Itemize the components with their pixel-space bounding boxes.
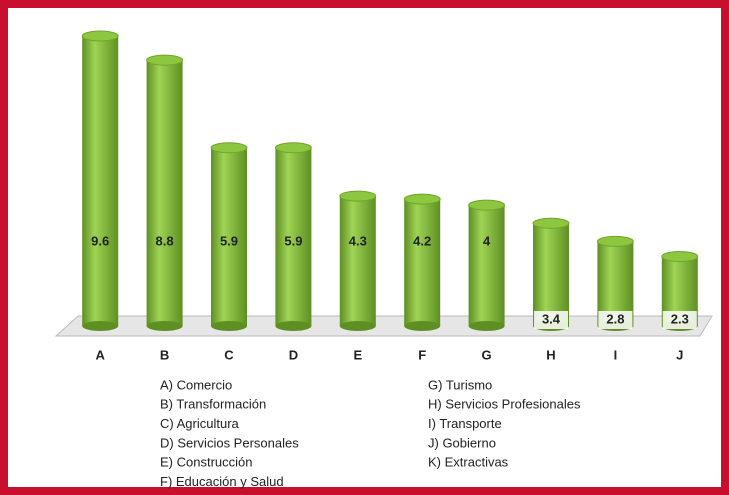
value-label: 4.3 <box>349 233 367 248</box>
bar <box>404 199 441 326</box>
bar <box>275 147 312 326</box>
bar <box>82 36 119 326</box>
x-tick-label: I <box>614 347 618 362</box>
bar-top <box>81 30 119 42</box>
bar-top <box>661 251 699 263</box>
value-label-bg <box>598 311 633 329</box>
bar <box>533 223 569 326</box>
bar-top <box>596 235 634 247</box>
x-tick-label: D <box>289 347 298 362</box>
x-tick-label: G <box>482 347 492 362</box>
x-tick-label: B <box>160 347 169 362</box>
value-label: 2.8 <box>606 311 624 326</box>
value-label-bg <box>662 311 697 329</box>
bar-base <box>146 321 183 331</box>
legend-text: J) Gobierno <box>428 435 496 450</box>
value-label: 5.9 <box>284 233 302 248</box>
bar <box>468 205 505 326</box>
x-tick-label: A <box>96 347 106 362</box>
legend-text: B) Transformación <box>160 397 266 412</box>
bar-top <box>532 217 570 229</box>
bar-base <box>82 321 119 331</box>
value-label: 9.6 <box>91 233 109 248</box>
legend-text: E) Construcción <box>160 455 252 470</box>
x-tick-label: F <box>418 347 426 362</box>
bar <box>339 196 376 326</box>
legend-text: A) Comercio <box>160 377 232 392</box>
legend-text: H) Servicios Profesionales <box>428 397 581 412</box>
bar-top <box>210 142 248 154</box>
bar-top <box>274 142 312 154</box>
bar <box>146 60 183 327</box>
x-tick-label: E <box>353 347 362 362</box>
value-label: 3.4 <box>542 311 561 326</box>
value-label: 4.2 <box>413 233 431 248</box>
value-label: 4 <box>483 233 491 248</box>
legend-text: K) Extractivas <box>428 455 509 470</box>
legend-text: G) Turismo <box>428 377 492 392</box>
bar-base <box>339 321 376 331</box>
bar-top <box>339 190 377 202</box>
bar-top <box>146 54 184 66</box>
legend-text: F) Educación y Salud <box>160 474 284 489</box>
bar-base <box>468 321 505 331</box>
bar <box>211 147 247 326</box>
bar-base <box>404 321 441 331</box>
x-tick-label: H <box>546 347 555 362</box>
legend-text: C) Agricultura <box>160 416 240 431</box>
bar-top <box>468 199 506 211</box>
value-label: 5.9 <box>220 233 238 248</box>
bar-top <box>403 193 441 205</box>
bar-base <box>275 321 312 331</box>
value-label-bg <box>534 311 568 329</box>
x-tick-label: C <box>224 347 234 362</box>
legend-text: I) Transporte <box>428 416 502 431</box>
x-tick-label: J <box>676 347 683 362</box>
value-label: 8.8 <box>156 233 174 248</box>
legend-text: D) Servicios Personales <box>160 435 299 450</box>
value-label: 2.3 <box>671 311 689 326</box>
bar-base <box>211 321 247 331</box>
